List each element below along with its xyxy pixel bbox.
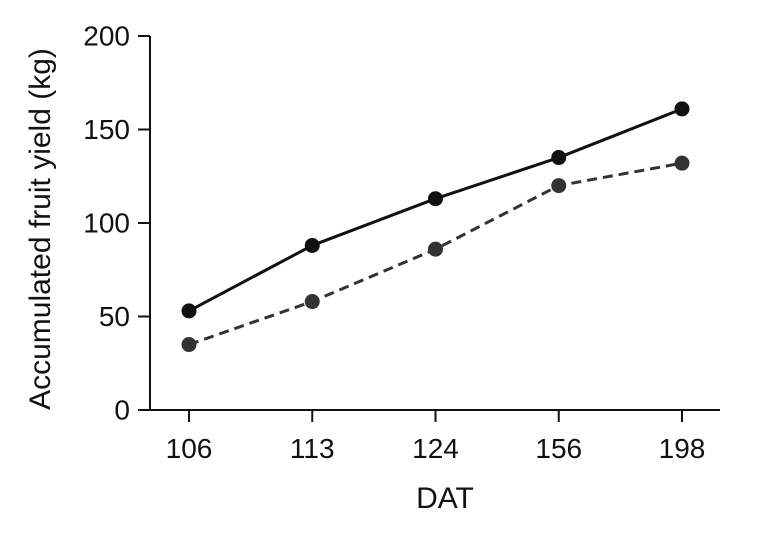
y-tick-label: 50 [99, 301, 130, 332]
series-1 [181, 101, 690, 319]
data-point [674, 101, 690, 117]
tick-marks: 0 50 100 150 200 106 113 124 156 198 [83, 21, 705, 465]
series-line-1 [188, 107, 683, 313]
x-tick-label: 198 [659, 433, 706, 464]
axes [149, 36, 720, 411]
series-2 [181, 155, 690, 353]
data-point [304, 237, 320, 253]
data-point [181, 303, 197, 319]
x-tick-label: 113 [290, 433, 335, 464]
x-tick-label: 156 [535, 433, 582, 464]
y-tick-label: 150 [83, 114, 130, 145]
data-point [428, 241, 443, 257]
data-point [304, 294, 320, 310]
data-point [551, 178, 567, 194]
y-tick-label: 0 [114, 395, 130, 426]
x-tick-label: 124 [412, 433, 459, 464]
data-point [428, 191, 443, 207]
x-tick-label: 106 [166, 433, 213, 464]
y-tick-label: 200 [83, 21, 130, 52]
x-axis-title: DAT [416, 482, 474, 515]
y-tick-label: 100 [83, 208, 130, 239]
data-point [551, 150, 567, 166]
y-axis-title: Accumulated fruit yield (kg) [24, 48, 57, 410]
data-point [674, 155, 690, 171]
data-series [181, 101, 690, 353]
data-point [181, 337, 197, 353]
